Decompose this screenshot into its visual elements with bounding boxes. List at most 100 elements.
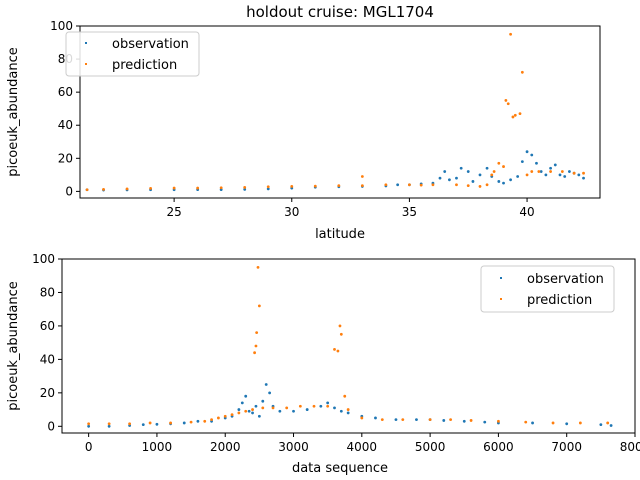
y-tick-label: 60 bbox=[40, 319, 55, 333]
x-tick-label: 25 bbox=[166, 205, 181, 219]
point-observation bbox=[462, 419, 466, 423]
point-prediction bbox=[219, 186, 223, 190]
point-observation bbox=[196, 419, 200, 423]
point-observation bbox=[582, 176, 585, 180]
point-observation bbox=[478, 173, 482, 177]
chart-title: holdout cruise: MGL1704 bbox=[246, 3, 434, 21]
point-prediction bbox=[520, 70, 524, 74]
point-prediction bbox=[203, 419, 207, 423]
point-observation bbox=[240, 401, 244, 405]
x-tick-label: 3000 bbox=[278, 440, 309, 454]
y-axis-label: picoeuk_abundance bbox=[6, 281, 21, 411]
x-tick-label: 2000 bbox=[210, 440, 241, 454]
point-prediction bbox=[525, 173, 529, 177]
point-prediction bbox=[466, 184, 470, 187]
point-prediction bbox=[504, 99, 508, 102]
point-observation bbox=[268, 391, 272, 395]
point-observation bbox=[442, 419, 446, 422]
point-prediction bbox=[572, 171, 576, 175]
point-observation bbox=[244, 394, 248, 398]
point-prediction bbox=[298, 404, 302, 408]
point-observation bbox=[415, 418, 418, 422]
point-observation bbox=[264, 383, 268, 386]
x-tick-label: 7000 bbox=[551, 440, 582, 454]
legend: observation prediction bbox=[65, 31, 200, 77]
point-observation bbox=[471, 180, 475, 183]
x-tick-label: 40 bbox=[519, 205, 534, 219]
y-tick-label: 80 bbox=[40, 285, 55, 299]
point-observation bbox=[326, 401, 330, 405]
point-observation bbox=[251, 411, 254, 415]
legend-label-prediction: prediction bbox=[527, 293, 592, 308]
point-prediction bbox=[196, 186, 200, 190]
x-tick-label: 0 bbox=[85, 440, 93, 454]
point-prediction bbox=[343, 394, 347, 398]
point-prediction bbox=[169, 421, 172, 425]
x-tick-label: 30 bbox=[284, 205, 299, 219]
point-prediction bbox=[469, 419, 473, 422]
point-observation bbox=[448, 178, 451, 182]
point-observation bbox=[485, 166, 489, 170]
y-tick-label: 20 bbox=[40, 386, 55, 400]
y-axis-label: picoeuk_abundance bbox=[6, 47, 21, 177]
point-prediction bbox=[551, 421, 555, 425]
point-prediction bbox=[513, 113, 517, 117]
point-observation bbox=[459, 166, 463, 170]
point-observation bbox=[549, 166, 552, 170]
legend-marker-prediction bbox=[500, 298, 502, 300]
point-prediction bbox=[326, 404, 330, 408]
point-prediction bbox=[128, 422, 132, 426]
legend-label-prediction: prediction bbox=[112, 58, 177, 73]
legend-marker-observation bbox=[85, 42, 87, 44]
legend-marker-prediction bbox=[85, 63, 87, 65]
subplot-latitude: holdout cruise: MGL1704 25 30 35 4002040608… bbox=[6, 3, 601, 242]
point-prediction bbox=[431, 183, 435, 187]
point-observation bbox=[319, 404, 323, 408]
point-observation bbox=[182, 421, 186, 425]
point-observation bbox=[502, 181, 505, 185]
point-prediction bbox=[478, 185, 482, 188]
point-observation bbox=[257, 414, 261, 418]
point-prediction bbox=[312, 404, 316, 408]
x-tick-label: 1000 bbox=[142, 440, 173, 454]
y-tick-label: 40 bbox=[58, 118, 73, 132]
point-prediction bbox=[271, 406, 275, 410]
point-observation bbox=[553, 163, 557, 167]
point-observation bbox=[483, 420, 487, 424]
point-prediction bbox=[428, 418, 432, 422]
point-prediction bbox=[339, 332, 343, 336]
point-prediction bbox=[337, 184, 341, 187]
plot-points bbox=[85, 32, 585, 192]
point-prediction bbox=[360, 184, 364, 187]
point-prediction bbox=[290, 185, 294, 188]
point-prediction bbox=[346, 408, 350, 411]
point-prediction bbox=[582, 171, 585, 175]
y-tick-label: 100 bbox=[32, 252, 55, 266]
point-prediction bbox=[255, 331, 259, 335]
axes-frame bbox=[79, 25, 601, 199]
point-prediction bbox=[560, 170, 564, 173]
point-prediction bbox=[333, 347, 336, 351]
point-observation bbox=[466, 170, 470, 173]
point-prediction bbox=[285, 406, 289, 410]
point-observation bbox=[396, 183, 400, 187]
point-observation bbox=[254, 404, 258, 408]
point-prediction bbox=[102, 188, 105, 191]
point-prediction bbox=[449, 418, 453, 422]
point-prediction bbox=[537, 170, 541, 173]
point-observation bbox=[243, 188, 247, 191]
point-prediction bbox=[266, 185, 270, 189]
y-tick-label: 0 bbox=[65, 184, 73, 198]
plot-points bbox=[87, 265, 613, 428]
point-observation bbox=[87, 424, 91, 428]
point-prediction bbox=[497, 419, 500, 423]
x-axis-label: latitude bbox=[315, 227, 365, 242]
point-observation bbox=[520, 160, 524, 164]
point-prediction bbox=[485, 183, 489, 187]
point-observation bbox=[266, 187, 270, 191]
point-observation bbox=[530, 153, 534, 157]
y-tick-label: 40 bbox=[40, 352, 55, 366]
